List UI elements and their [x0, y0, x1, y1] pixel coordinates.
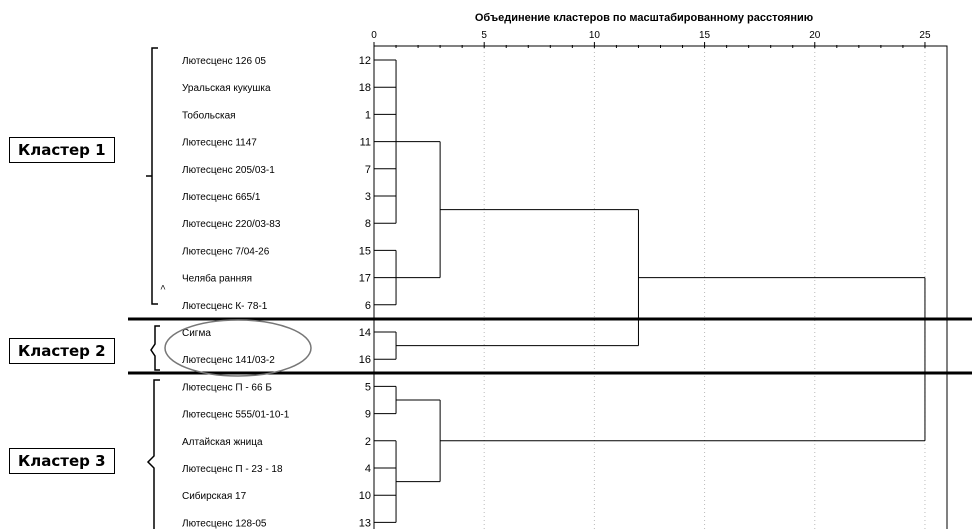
leaf-id: 9 — [365, 409, 371, 421]
leaf-label: Лютесценс 205/03-1 — [182, 165, 275, 176]
leaf-label: Сигма — [182, 328, 211, 339]
cluster-1-label: Кластер 1 — [9, 137, 115, 163]
leaf-label: Лютесценс 665/1 — [182, 192, 261, 203]
leaf-id: 7 — [365, 164, 371, 176]
leaf-label: Лютесценс 555/01-10-1 — [182, 410, 290, 421]
leaf-id: 12 — [359, 55, 371, 67]
leaf-label: Алтайская жница — [182, 437, 263, 448]
cluster-3-bracket — [146, 379, 160, 529]
leaf-label: Лютесценс П - 66 Б — [182, 382, 272, 393]
leaf-label: Лютесценс 141/03-2 — [182, 355, 275, 366]
leaf-id: 6 — [365, 300, 371, 312]
axis-tick-label: 10 — [589, 30, 601, 41]
axis-tick-label: 0 — [371, 30, 377, 41]
axis-tick-label: 5 — [481, 30, 487, 41]
leaf-label: Тобольская — [182, 109, 236, 121]
leaf-id: 14 — [359, 327, 371, 339]
leaf-id: 16 — [359, 354, 371, 366]
scale-axis: 0 5 10 15 20 25 — [371, 30, 931, 529]
leaf-id: 1 — [365, 109, 371, 121]
leaf-id: 5 — [365, 381, 371, 393]
leaf-id: 11 — [360, 137, 371, 149]
leaf-id: 8 — [365, 218, 371, 230]
leaf-id: 15 — [359, 245, 371, 257]
leaf-label: Лютесценс 128-05 — [182, 518, 267, 529]
leaf-id: 10 — [359, 490, 371, 502]
bracket-mark: > — [158, 285, 168, 290]
leaf-label: Лютесценс 7/04-26 — [182, 246, 270, 257]
leaf-id: 3 — [365, 191, 371, 203]
leaf-id: 17 — [359, 273, 371, 285]
leaf-label: Уральская кукушка — [182, 83, 271, 94]
leaf-label: Лютесценс П - 23 - 18 — [182, 464, 283, 475]
axis-tick-label: 15 — [699, 30, 711, 41]
plot-frame — [373, 45, 948, 529]
cluster-2-bracket — [150, 325, 160, 371]
leaf-label: Лютесценс 220/03-83 — [182, 219, 281, 230]
cluster-1-bracket — [146, 47, 158, 305]
leaf-id: 13 — [359, 517, 371, 529]
axis-tick-label: 25 — [919, 30, 931, 41]
leaf-label: Челяба ранняя — [182, 273, 252, 285]
cluster-2-highlight-ellipse — [164, 319, 312, 377]
chart-title: Объединение кластеров по масштабированно… — [475, 12, 813, 24]
cluster-2-label: Кластер 2 — [9, 338, 115, 364]
leaf-label: Лютесценс 126 05 — [182, 56, 266, 67]
leaf-id: 2 — [365, 436, 371, 448]
axis-tick-label: 20 — [809, 30, 821, 41]
leaf-label: Лютесценс 1147 — [182, 138, 257, 149]
cluster-3-label: Кластер 3 — [9, 448, 115, 474]
leaf-id: 4 — [365, 463, 371, 475]
leaf-id: 18 — [359, 82, 371, 94]
leaf-label: Сибирская 17 — [182, 490, 247, 502]
dendrogram-links — [374, 59, 926, 523]
leaf-label: Лютесценс К- 78-1 — [182, 301, 268, 312]
